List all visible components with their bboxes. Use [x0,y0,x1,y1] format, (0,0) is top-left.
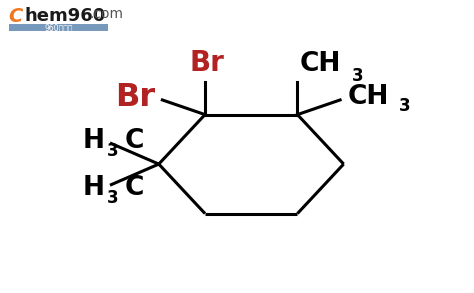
Text: 3: 3 [399,97,411,115]
Text: H: H [82,128,104,154]
Text: H: H [82,175,104,200]
Text: hem960: hem960 [25,7,106,25]
Text: CH: CH [300,50,341,76]
Text: .com: .com [89,7,123,21]
Text: Br: Br [115,81,155,113]
Text: CH: CH [347,84,389,110]
Text: 3: 3 [352,67,364,85]
Text: 3: 3 [107,189,118,207]
Text: C: C [9,7,23,26]
FancyBboxPatch shape [9,24,108,31]
Text: Br: Br [190,49,225,76]
Text: 3: 3 [107,142,118,160]
Text: C: C [124,128,144,154]
Text: 960化工网: 960化工网 [44,23,73,32]
Text: C: C [124,175,144,200]
